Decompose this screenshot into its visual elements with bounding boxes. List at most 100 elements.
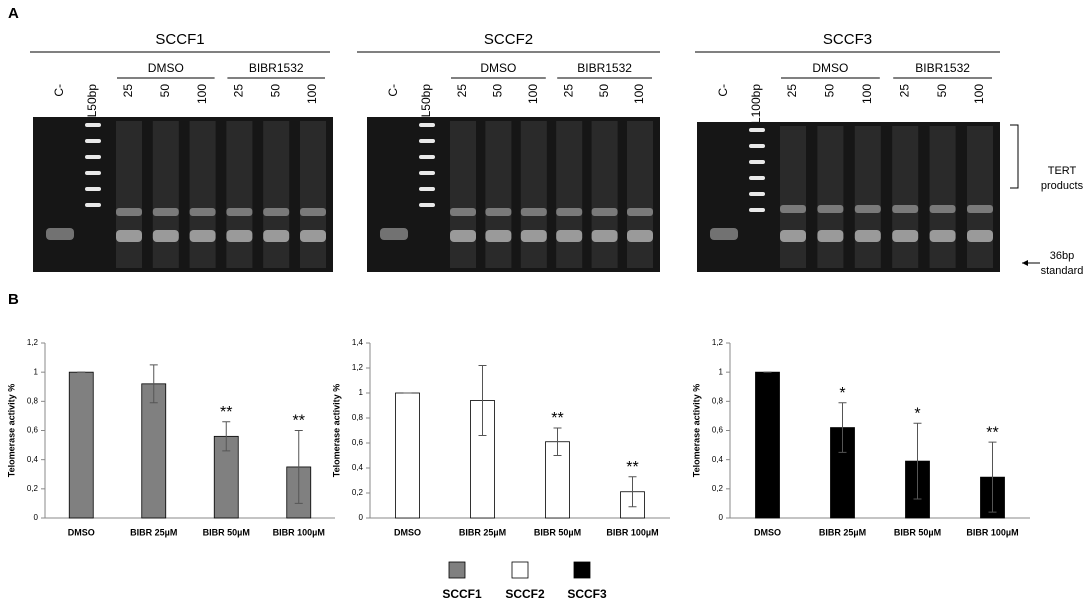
- y-tick-label: 0,6: [712, 426, 724, 435]
- ladder-band: [749, 192, 765, 196]
- ladder-band: [85, 203, 101, 207]
- y-tick-label: 0,8: [352, 413, 364, 422]
- gel-smear: [627, 121, 653, 268]
- gel-band: [226, 230, 253, 242]
- gel-band: [300, 230, 326, 242]
- gel-smear: [263, 121, 290, 268]
- y-tick-label: 0,4: [712, 455, 724, 464]
- bracket: [1010, 124, 1019, 189]
- y-tick-label: 1: [719, 367, 724, 376]
- lane-label: 100: [632, 84, 646, 104]
- y-tick-label: 1: [34, 367, 39, 376]
- gel-band: [189, 208, 216, 216]
- lane-label: 50: [158, 84, 172, 98]
- legend-label: SCCF3: [567, 587, 607, 601]
- significance: **: [626, 459, 638, 476]
- x-tick-label: BIBR 50µM: [534, 527, 581, 537]
- lane-label: 50: [823, 84, 837, 98]
- lane-label: 25: [561, 84, 575, 98]
- ladder-band: [419, 139, 435, 143]
- lane-label: C-: [716, 84, 730, 97]
- x-tick-label: BIBR 100µM: [966, 527, 1018, 537]
- bar: [755, 371, 780, 519]
- error-bar: [222, 421, 231, 452]
- legend-swatch: [448, 561, 466, 579]
- bar: [68, 371, 94, 519]
- legend-label: SCCF1: [442, 587, 482, 601]
- annotation: standard: [1041, 265, 1084, 277]
- x-tick-label: BIBR 100µM: [606, 527, 658, 537]
- lane-label: C-: [386, 84, 400, 97]
- gel-band: [116, 230, 142, 242]
- x-tick-label: DMSO: [394, 527, 421, 537]
- group-label: BIBR1532: [577, 61, 632, 75]
- y-axis-label: Telomerase activity %: [331, 384, 341, 477]
- gel-smear: [817, 126, 844, 268]
- gel-smear: [556, 121, 583, 268]
- gel-band: [263, 208, 290, 216]
- group-label: BIBR1532: [249, 61, 304, 75]
- error-bar: [149, 364, 158, 404]
- legend-swatch: [573, 561, 591, 579]
- gel-band: [450, 230, 476, 242]
- x-tick-label: BIBR 100µM: [273, 527, 325, 537]
- y-tick-label: 0,2: [352, 488, 364, 497]
- annotation: 36bp: [1050, 250, 1074, 262]
- ladder-band: [85, 123, 101, 127]
- gel-band: [854, 205, 881, 213]
- x-tick-label: BIBR 25µM: [459, 527, 506, 537]
- group-label: DMSO: [480, 61, 516, 75]
- y-tick-label: 1: [359, 388, 364, 397]
- ladder-band: [85, 171, 101, 175]
- gel-band: [627, 208, 653, 216]
- gel-band: [854, 230, 881, 242]
- gel-smear: [591, 121, 618, 268]
- ladder-band: [419, 123, 435, 127]
- significance: *: [914, 405, 920, 422]
- ladder-band: [419, 203, 435, 207]
- ladder-band: [749, 128, 765, 132]
- gel-smear: [152, 121, 179, 268]
- gel-band: [300, 208, 326, 216]
- gel-smear: [189, 121, 216, 268]
- lane-label: 100: [972, 84, 986, 104]
- x-tick-label: BIBR 50µM: [894, 527, 941, 537]
- x-tick-label: BIBR 25µM: [130, 527, 177, 537]
- ladder-band: [419, 171, 435, 175]
- gel-band: [967, 205, 993, 213]
- bar: [395, 392, 420, 519]
- gel-band: [152, 208, 179, 216]
- ladder-band: [749, 160, 765, 164]
- significance: **: [293, 413, 305, 430]
- error-bar: [553, 427, 562, 456]
- x-tick-label: DMSO: [754, 527, 781, 537]
- group-label: BIBR1532: [915, 61, 970, 75]
- gel-band: [520, 208, 547, 216]
- gel-band: [380, 228, 408, 240]
- gel-band: [46, 228, 74, 240]
- significance: **: [220, 404, 232, 421]
- y-tick-label: 1,2: [27, 338, 39, 347]
- lane-label: 50: [491, 84, 505, 98]
- y-tick-label: 0,4: [352, 463, 364, 472]
- annotation: TERT: [1048, 165, 1077, 177]
- ladder-band: [419, 155, 435, 159]
- lane-label: L100bp: [749, 84, 763, 124]
- y-tick-label: 1,2: [712, 338, 724, 347]
- gel-band: [817, 230, 844, 242]
- gel-smear: [116, 121, 142, 268]
- significance: **: [986, 424, 998, 441]
- gel-band: [556, 230, 583, 242]
- arrow-head: [1022, 260, 1028, 266]
- significance: *: [839, 385, 845, 402]
- gel-smear: [780, 126, 806, 268]
- y-axis-label: Telomerase activity %: [691, 384, 701, 477]
- gel-smear: [485, 121, 512, 268]
- ladder-band: [749, 176, 765, 180]
- y-tick-label: 0,8: [27, 396, 39, 405]
- x-tick-label: BIBR 25µM: [819, 527, 866, 537]
- y-tick-label: 1,2: [352, 363, 364, 372]
- gel-band: [817, 205, 844, 213]
- gel-smear: [450, 121, 476, 268]
